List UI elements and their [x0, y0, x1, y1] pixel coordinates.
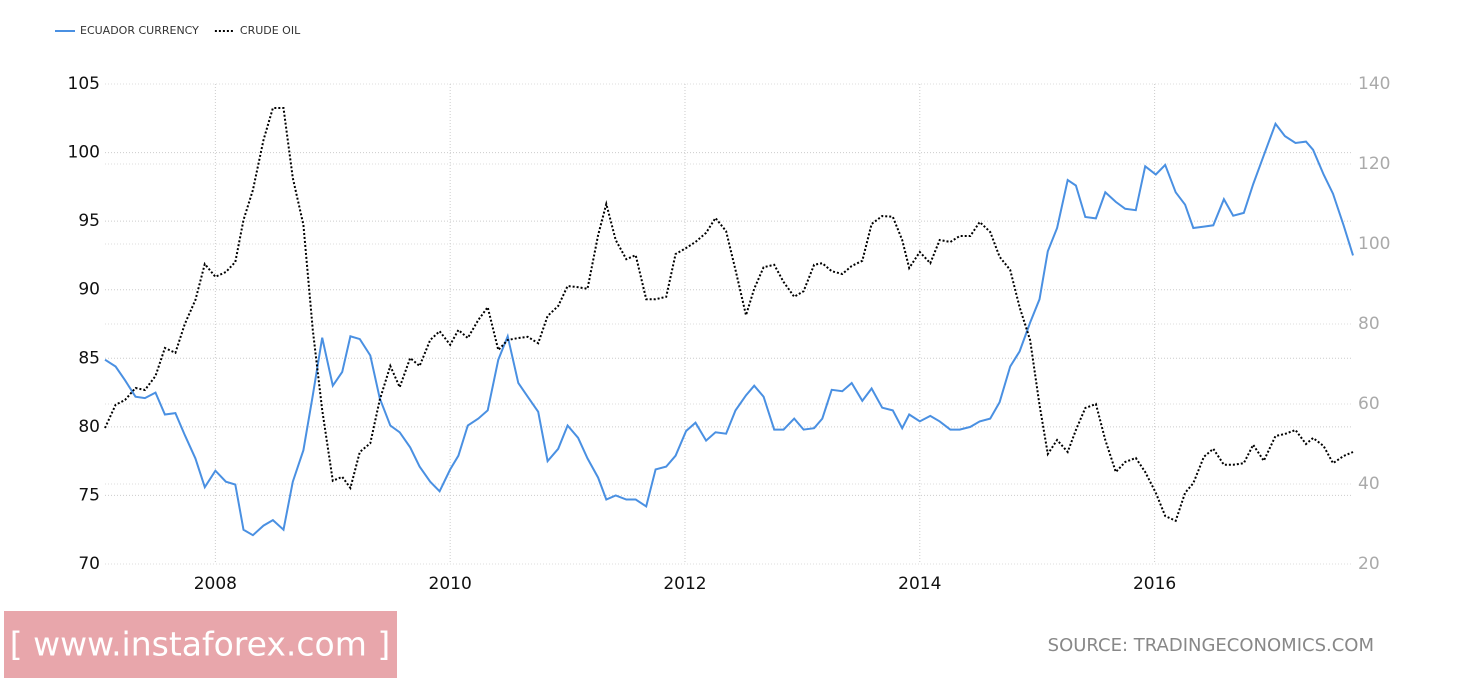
legend-label: CRUDE OIL — [240, 24, 301, 37]
y-tick-label: 75 — [78, 485, 100, 505]
x-tick-label: 2010 — [429, 574, 472, 594]
y-tick-label: 105 — [68, 74, 100, 94]
x-tick-label: 2016 — [1133, 574, 1176, 594]
y-tick-label: 100 — [68, 143, 100, 163]
y2-tick-label: 100 — [1358, 234, 1390, 254]
watermark-box — [4, 611, 397, 678]
x-tick-label: 2012 — [663, 574, 706, 594]
y2-tick-label: 40 — [1358, 474, 1380, 494]
y-tick-label: 70 — [78, 554, 100, 574]
series-line — [104, 121, 1354, 537]
watermark: [ www.instaforex.com ] — [10, 625, 390, 664]
series-line — [104, 107, 1354, 523]
y2-tick-label: 20 — [1358, 554, 1380, 574]
y2-tick-label: 140 — [1358, 74, 1390, 94]
y-tick-label: 95 — [78, 211, 100, 231]
y2-tick-label: 120 — [1358, 154, 1390, 174]
x-tick-label: 2014 — [898, 574, 941, 594]
x-tick-label: 2008 — [194, 574, 237, 594]
y-tick-label: 85 — [78, 348, 100, 368]
y2-tick-label: 80 — [1358, 314, 1380, 334]
y2-tick-label: 60 — [1358, 394, 1380, 414]
y-tick-label: 80 — [78, 417, 100, 437]
y-tick-label: 90 — [78, 280, 100, 300]
legend-label: ECUADOR CURRENCY — [80, 24, 199, 37]
source: SOURCE: TRADINGECONOMICS.COM — [1048, 635, 1374, 656]
